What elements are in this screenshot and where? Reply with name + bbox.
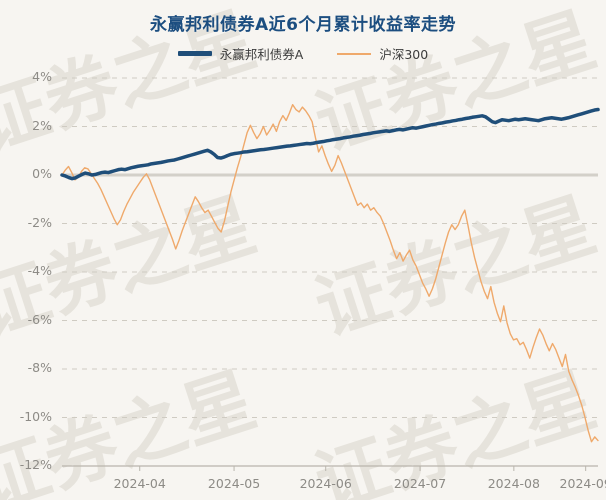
legend-item-fund[interactable]: 永赢邦利债券A (177, 44, 304, 63)
y-axis-tick-label: -12% (19, 457, 52, 472)
x-axis-tick-label: 2024-09 (559, 476, 606, 491)
y-axis-tick-label: -8% (27, 360, 52, 375)
x-axis-tick-label: 2024-06 (299, 476, 352, 491)
legend-label-benchmark: 沪深300 (379, 47, 429, 62)
y-axis-tick-label: -10% (19, 408, 52, 424)
y-axis-tick-label: 0% (32, 166, 52, 181)
y-axis-tick-label: 4% (32, 69, 52, 84)
legend-label-fund: 永赢邦利债券A (219, 47, 304, 62)
y-axis-tick-label: -2% (27, 214, 52, 230)
page-title: 永赢邦利债券A近6个月累计收益率走势 (150, 15, 456, 35)
chart-legend: 永赢邦利债券A 沪深300 (0, 44, 606, 63)
x-axis-tick-label: 2024-08 (487, 476, 540, 491)
x-axis-tick-label: 2024-07 (393, 476, 447, 491)
legend-line-icon-fund (177, 51, 212, 56)
y-axis-tick-label: -4% (27, 263, 52, 278)
y-axis-tick-label: -6% (27, 311, 52, 327)
legend-line-icon-benchmark (337, 52, 372, 55)
series-line-benchmark (61, 103, 599, 443)
legend-item-benchmark[interactable]: 沪深300 (337, 44, 428, 63)
y-axis-tick-label: 2% (32, 117, 52, 133)
series-line-fund (60, 107, 600, 181)
x-axis-tick-label: 2024-05 (207, 476, 261, 491)
x-axis-tick-label: 2024-04 (113, 476, 166, 491)
